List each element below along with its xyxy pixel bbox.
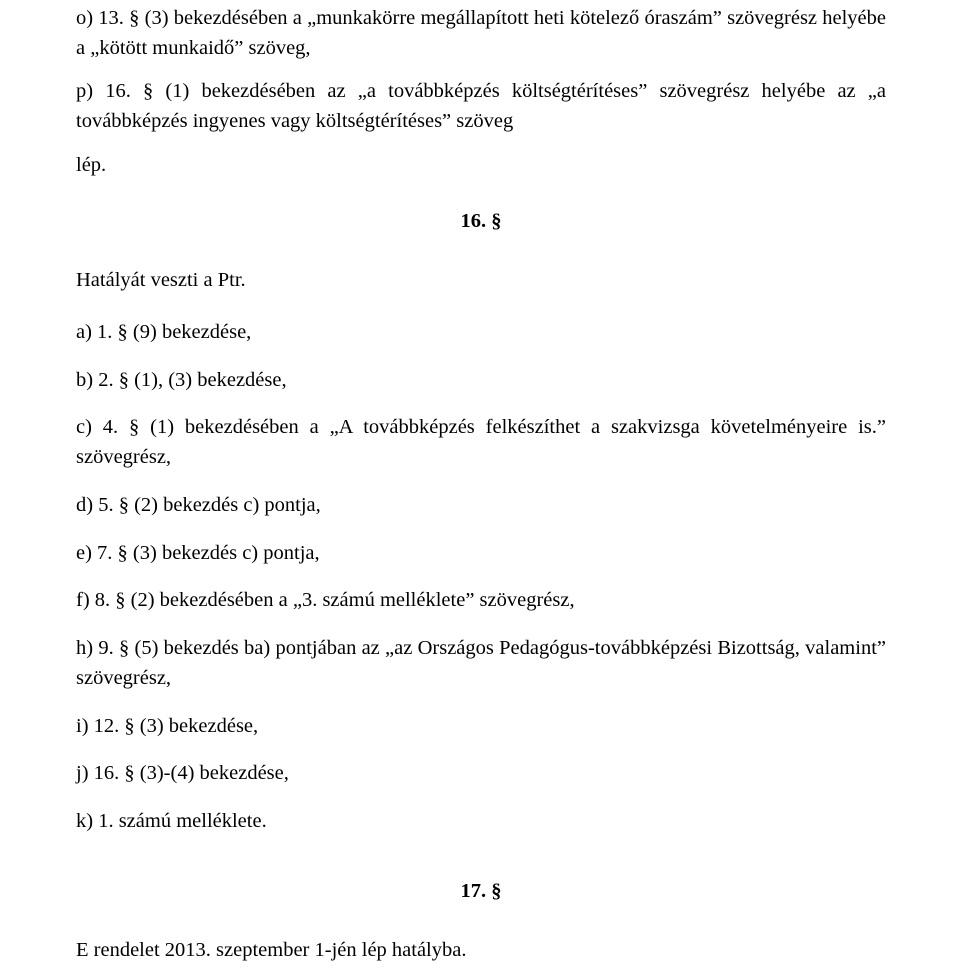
- paragraph-b: b) 2. § (1), (3) bekezdése,: [76, 366, 886, 396]
- paragraph-c: c) 4. § (1) bekezdésében a „A továbbképz…: [76, 413, 886, 472]
- section-16-heading: 16. §: [76, 207, 886, 237]
- paragraph-a: a) 1. § (9) bekezdése,: [76, 318, 886, 348]
- paragraph-j: j) 16. § (3)-(4) bekezdése,: [76, 759, 886, 789]
- intro-block: o) 13. § (3) bekezdésében a „munkakörre …: [76, 4, 886, 181]
- paragraph-h: h) 9. § (5) bekezdés ba) pontjában az „a…: [76, 634, 886, 693]
- paragraph-f: f) 8. § (2) bekezdésében a „3. számú mel…: [76, 586, 886, 616]
- paragraph-i: i) 12. § (3) bekezdése,: [76, 712, 886, 742]
- paragraph-lep: lép.: [76, 151, 886, 181]
- paragraph-p: p) 16. § (1) bekezdésében az „a továbbké…: [76, 77, 886, 136]
- paragraph-effective: E rendelet 2013. szeptember 1-jén lép ha…: [76, 936, 886, 966]
- document-page: o) 13. § (3) bekezdésében a „munkakörre …: [0, 0, 960, 966]
- paragraph-o: o) 13. § (3) bekezdésében a „munkakörre …: [76, 4, 886, 63]
- paragraph-k: k) 1. számú melléklete.: [76, 807, 886, 837]
- paragraph-hataly: Hatályát veszti a Ptr.: [76, 266, 886, 296]
- paragraph-d: d) 5. § (2) bekezdés c) pontja,: [76, 491, 886, 521]
- section-17-heading: 17. §: [76, 877, 886, 907]
- paragraph-e: e) 7. § (3) bekezdés c) pontja,: [76, 539, 886, 569]
